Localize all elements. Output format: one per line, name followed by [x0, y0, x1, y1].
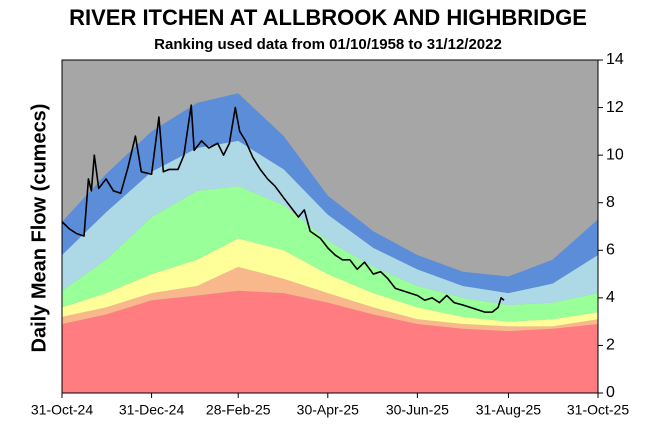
x-tick-label: 28-Feb-25 [206, 402, 271, 418]
y-tick-label: 12 [606, 99, 624, 116]
x-tick-label: 30-Apr-25 [297, 402, 359, 418]
x-tick-label: 31-Aug-25 [476, 402, 542, 418]
y-tick-label: 6 [606, 242, 615, 259]
y-tick-label: 10 [606, 146, 624, 163]
chart-subtitle: Ranking used data from 01/10/1958 to 31/… [154, 36, 502, 53]
y-tick-label: 14 [606, 51, 624, 68]
y-tick-label: 8 [606, 194, 615, 211]
y-tick-label: 0 [606, 384, 615, 401]
y-tick-label: 2 [606, 337, 615, 354]
band-area [62, 290, 598, 393]
band-area [62, 266, 598, 332]
chart-title: RIVER ITCHEN AT ALLBROOK AND HIGHBRIDGE [69, 5, 587, 30]
band-area [62, 238, 598, 327]
x-tick-label: 31-Oct-24 [31, 402, 93, 418]
y-tick-label: 4 [606, 289, 615, 306]
x-tick-label: 31-Oct-25 [567, 402, 629, 418]
band-area [62, 140, 598, 305]
band-area [62, 93, 598, 294]
y-axis-label: Daily Mean Flow (cumecs) [28, 104, 50, 353]
x-tick-label: 31-Dec-24 [119, 402, 185, 418]
flow-line [61, 104, 505, 313]
x-tick-label: 30-Jun-25 [386, 402, 449, 418]
band-area [62, 186, 598, 322]
plot-frame [61, 59, 599, 394]
